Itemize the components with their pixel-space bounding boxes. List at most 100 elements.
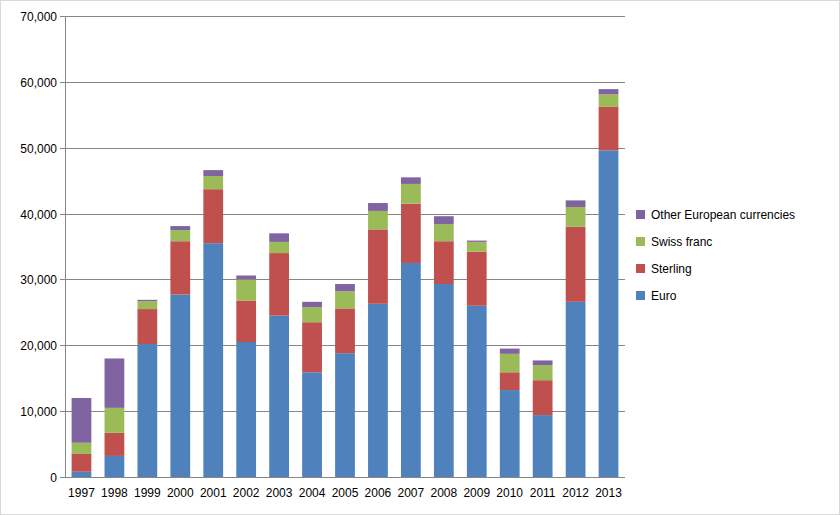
bar-segment [170,295,190,477]
bar-segment [401,263,421,477]
bar-segment [533,360,553,365]
bar-segment [302,322,322,372]
grid-line [65,214,625,215]
y-tick [60,214,65,215]
y-axis [65,16,66,477]
legend-swatch [636,264,645,273]
bar-segment [137,300,157,301]
bar-segment [434,216,454,224]
bar-segment [105,358,125,407]
bar-segment [368,229,388,303]
y-tick-label: 70,000 [20,10,57,24]
bar-segment [137,301,157,309]
chart: 0 10,000 20,000 30,000 40,000 50,000 60,000 70,… [0,0,840,515]
x-tick-labels: 1997199819992000200120022003200420052006… [68,486,622,500]
bar-segment [269,242,289,253]
bar-segment [236,342,256,477]
x-tick-label: 1997 [68,486,95,500]
x-tick-label: 2000 [167,486,194,500]
grid-line [65,16,625,17]
bar-segment [467,241,487,242]
legend-swatch [636,291,645,300]
grid-line [65,279,625,280]
grid-line [65,82,625,83]
y-tick [60,16,65,17]
bar-segment [434,284,454,477]
bar-segment [335,284,355,291]
x-tick-label: 2009 [463,486,490,500]
bar-segment [566,207,586,227]
bar-segment [170,226,190,230]
bar-segment [302,307,322,322]
x-tick-label: 2003 [266,486,293,500]
y-tick-label: 50,000 [20,142,57,156]
y-tick [60,279,65,280]
bar-segment [105,408,125,433]
bar-segment [269,253,289,316]
bar-segment [335,291,355,308]
x-tick-label: 2013 [595,486,622,500]
legend-label: Euro [651,289,677,303]
legend-label: Swiss franc [651,235,712,249]
bar-segment [368,304,388,477]
bar-segment [599,89,619,94]
bar-segment [401,184,421,204]
bar-segment [566,302,586,477]
y-tick-label: 0 [50,471,57,485]
bar-segment [467,242,487,252]
bar-segment [533,365,553,380]
bar-segment [467,306,487,477]
bar-segment [599,94,619,107]
bar-segment [203,170,223,176]
bar-segment [533,380,553,415]
x-tick-label: 2008 [430,486,457,500]
x-tick-label: 2011 [530,486,556,500]
bar-segment [72,398,92,443]
x-tick-label: 2002 [233,486,260,500]
y-tick [60,82,65,83]
bar-segment [105,433,125,456]
bar-segment [434,224,454,241]
bar-segment [401,177,421,184]
bar-segment [566,200,586,207]
bar-segment [500,390,520,477]
bar-segment [236,279,256,300]
x-tick-label: 1998 [101,486,128,500]
x-tick-label: 2005 [332,486,359,500]
bar-segment [500,354,520,372]
bar-segment [105,456,125,477]
legend-label: Sterling [651,262,692,276]
bar-segment [533,415,553,477]
bar-segment [368,203,388,211]
bar-segment [236,301,256,342]
y-tick-label: 60,000 [20,76,57,90]
bar-segment [203,189,223,243]
y-tick-label: 20,000 [20,339,57,353]
bar-segment [368,211,388,229]
legend-swatch [636,210,645,219]
y-tick-label: 30,000 [20,273,57,287]
bar-segment [236,275,256,279]
bar-segment [137,309,157,344]
x-tick-label: 2001 [200,486,227,500]
chart-background [1,1,840,515]
y-tick-label: 40,000 [20,208,57,222]
bar-segment [599,150,619,477]
y-tick-label: 10,000 [20,405,57,419]
bar-segment [170,241,190,294]
bar-segment [302,372,322,477]
bar-segment [500,349,520,354]
x-tick-label: 2010 [496,486,523,500]
grid-line [65,477,625,478]
grid: 0 10,000 20,000 30,000 40,000 50,000 60,000 70,… [20,10,625,485]
y-tick [60,477,65,478]
bar-segment [269,233,289,242]
bar-segment [302,302,322,307]
bar-segment [467,252,487,306]
bar-segment [137,344,157,477]
bars [72,89,619,477]
x-tick-label: 2006 [365,486,392,500]
legend: Other European currenciesSwiss francSter… [636,208,795,303]
bar-segment [203,176,223,189]
bar-segment [203,243,223,477]
